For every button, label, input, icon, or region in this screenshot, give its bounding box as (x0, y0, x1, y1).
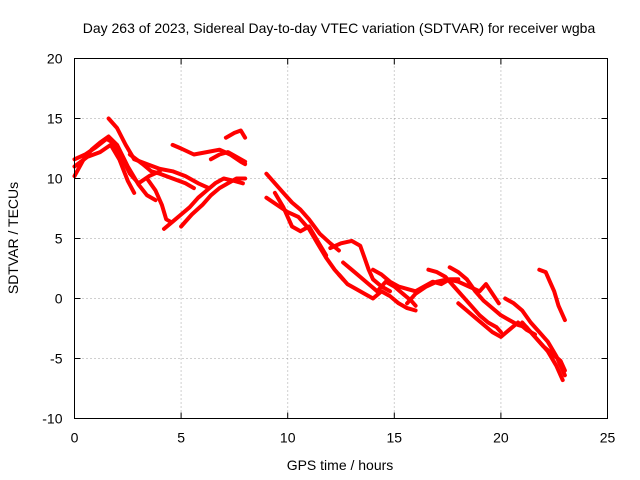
y-tick-label: 0 (55, 291, 63, 307)
series-track-12 (264, 171, 341, 253)
chart-title: Day 263 of 2023, Sidereal Day-to-day VTE… (83, 20, 596, 36)
x-tick-label: 20 (493, 430, 509, 446)
x-tick-label: 0 (71, 430, 79, 446)
y-tick-labels: -10 -5 0 5 10 15 20 (42, 51, 62, 427)
x-tick-label: 15 (387, 430, 403, 446)
series-track-6 (145, 176, 173, 224)
y-axis-label: SDTVAR / TECUs (5, 182, 21, 294)
x-tick-label: 25 (600, 430, 616, 446)
x-tick-label: 5 (177, 430, 185, 446)
x-axis-label: GPS time / hours (287, 457, 394, 473)
series-track-16 (336, 272, 418, 313)
series-track-15 (328, 238, 392, 294)
series-track-25 (524, 325, 567, 373)
x-tick-labels: 0 5 10 15 20 25 (71, 430, 616, 446)
y-tick-label: -5 (50, 351, 63, 367)
series-track-22 (456, 301, 537, 339)
y-tick-label: -10 (42, 411, 62, 427)
series-track-13 (264, 195, 346, 282)
series-track-19 (405, 277, 501, 306)
series-track-20 (426, 267, 503, 335)
series-track-2 (72, 136, 162, 186)
y-tick-label: 5 (55, 231, 63, 247)
series-track-5 (127, 152, 196, 191)
series-track-11 (223, 128, 248, 140)
series-track-26 (537, 267, 567, 323)
y-tick-label: 10 (47, 171, 63, 187)
series-track-8 (179, 176, 248, 229)
x-tick-label: 10 (280, 430, 296, 446)
plot-frame (74, 58, 608, 419)
series-track-21 (447, 265, 529, 330)
series-track-10 (208, 150, 248, 164)
series-group (72, 116, 567, 383)
series-track-17 (341, 260, 418, 308)
grid (74, 58, 608, 419)
series-track-14 (272, 190, 329, 258)
axis-ticks (74, 58, 608, 419)
series-track-3 (72, 142, 137, 195)
series-track-7 (162, 176, 245, 231)
y-tick-label: 15 (47, 111, 63, 127)
y-tick-label: 20 (47, 51, 63, 67)
series-track-4 (106, 116, 211, 191)
